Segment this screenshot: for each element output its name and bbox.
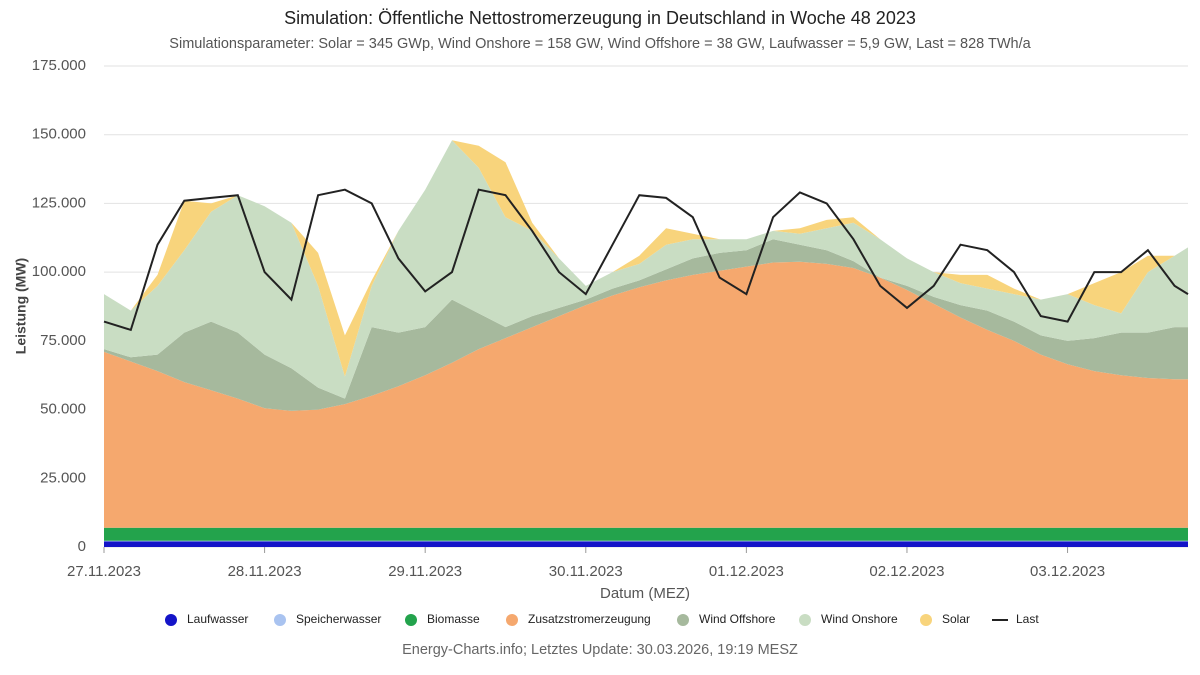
legend-label: Biomasse (427, 612, 480, 626)
legend-item[interactable]: Last (992, 612, 1039, 626)
legend-marker (920, 614, 932, 626)
legend-label: Wind Offshore (699, 612, 776, 626)
y-tick-label: 175.000 (32, 57, 86, 74)
legend-label: Wind Onshore (821, 612, 898, 626)
legend-label: Last (1016, 612, 1039, 626)
legend-label: Laufwasser (187, 612, 248, 626)
legend-marker (405, 614, 417, 626)
area-0 (104, 541, 1188, 547)
legend-marker (799, 614, 811, 626)
axes: 0 25.000 50.000 75.000 100.000 125.000 150.000… (32, 57, 1105, 580)
chart-subtitle: Simulationsparameter: Solar = 345 GWp, W… (169, 36, 1031, 52)
legend-item[interactable]: Biomasse (405, 612, 480, 626)
area-6 (104, 140, 1188, 377)
area-1 (104, 540, 1188, 542)
area-5 (104, 140, 1188, 399)
y-tick-label: 75.000 (40, 332, 86, 349)
y-tick-label: 0 (78, 538, 86, 555)
legend-item[interactable]: Laufwasser (165, 612, 248, 626)
x-tick-label: 02.12.2023 (869, 563, 944, 580)
x-tick-label: 27.11.2023 (67, 563, 141, 580)
x-tick-label: 01.12.2023 (709, 563, 784, 580)
legend-label: Solar (942, 612, 970, 626)
y-tick-label: 125.000 (32, 194, 86, 211)
x-tick-label: 28.11.2023 (228, 563, 302, 580)
legend-label: Zusatzstromerzeugung (528, 612, 651, 626)
legend-marker (165, 614, 177, 626)
y-axis-label: Leistung (MW) (13, 258, 29, 354)
legend-item[interactable]: Solar (920, 612, 970, 626)
line-7 (103, 188, 1189, 332)
x-tick-label: 29.11.2023 (388, 563, 462, 580)
legend-item[interactable]: Speicherwasser (274, 612, 381, 626)
y-tick-label: 150.000 (32, 126, 86, 143)
legend-marker (506, 614, 518, 626)
credit: Energy-Charts.info; Letztes Update: 30.0… (402, 642, 798, 658)
legend-marker (677, 614, 689, 626)
x-tick-label: 03.12.2023 (1030, 563, 1105, 580)
x-axis-label: Datum (MEZ) (600, 585, 690, 602)
y-tick-label: 25.000 (40, 469, 86, 486)
plot-area (103, 140, 1189, 547)
legend: Laufwasser Speicherwasser Biomasse Zusatzst… (165, 612, 1039, 626)
legend-item[interactable]: Zusatzstromerzeugung (506, 612, 651, 626)
chart-title: Simulation: Öffentliche Nettostromerzeug… (284, 8, 916, 28)
area-2 (104, 527, 1188, 541)
legend-item[interactable]: Wind Onshore (799, 612, 898, 626)
legend-label: Speicherwasser (296, 612, 381, 626)
area-4 (104, 239, 1188, 411)
legend-item[interactable]: Wind Offshore (677, 612, 776, 626)
x-tick-label: 30.11.2023 (549, 563, 623, 580)
y-tick-label: 100.000 (32, 263, 86, 280)
y-tick-label: 50.000 (40, 401, 86, 418)
area-3 (104, 261, 1188, 528)
legend-marker (274, 614, 286, 626)
